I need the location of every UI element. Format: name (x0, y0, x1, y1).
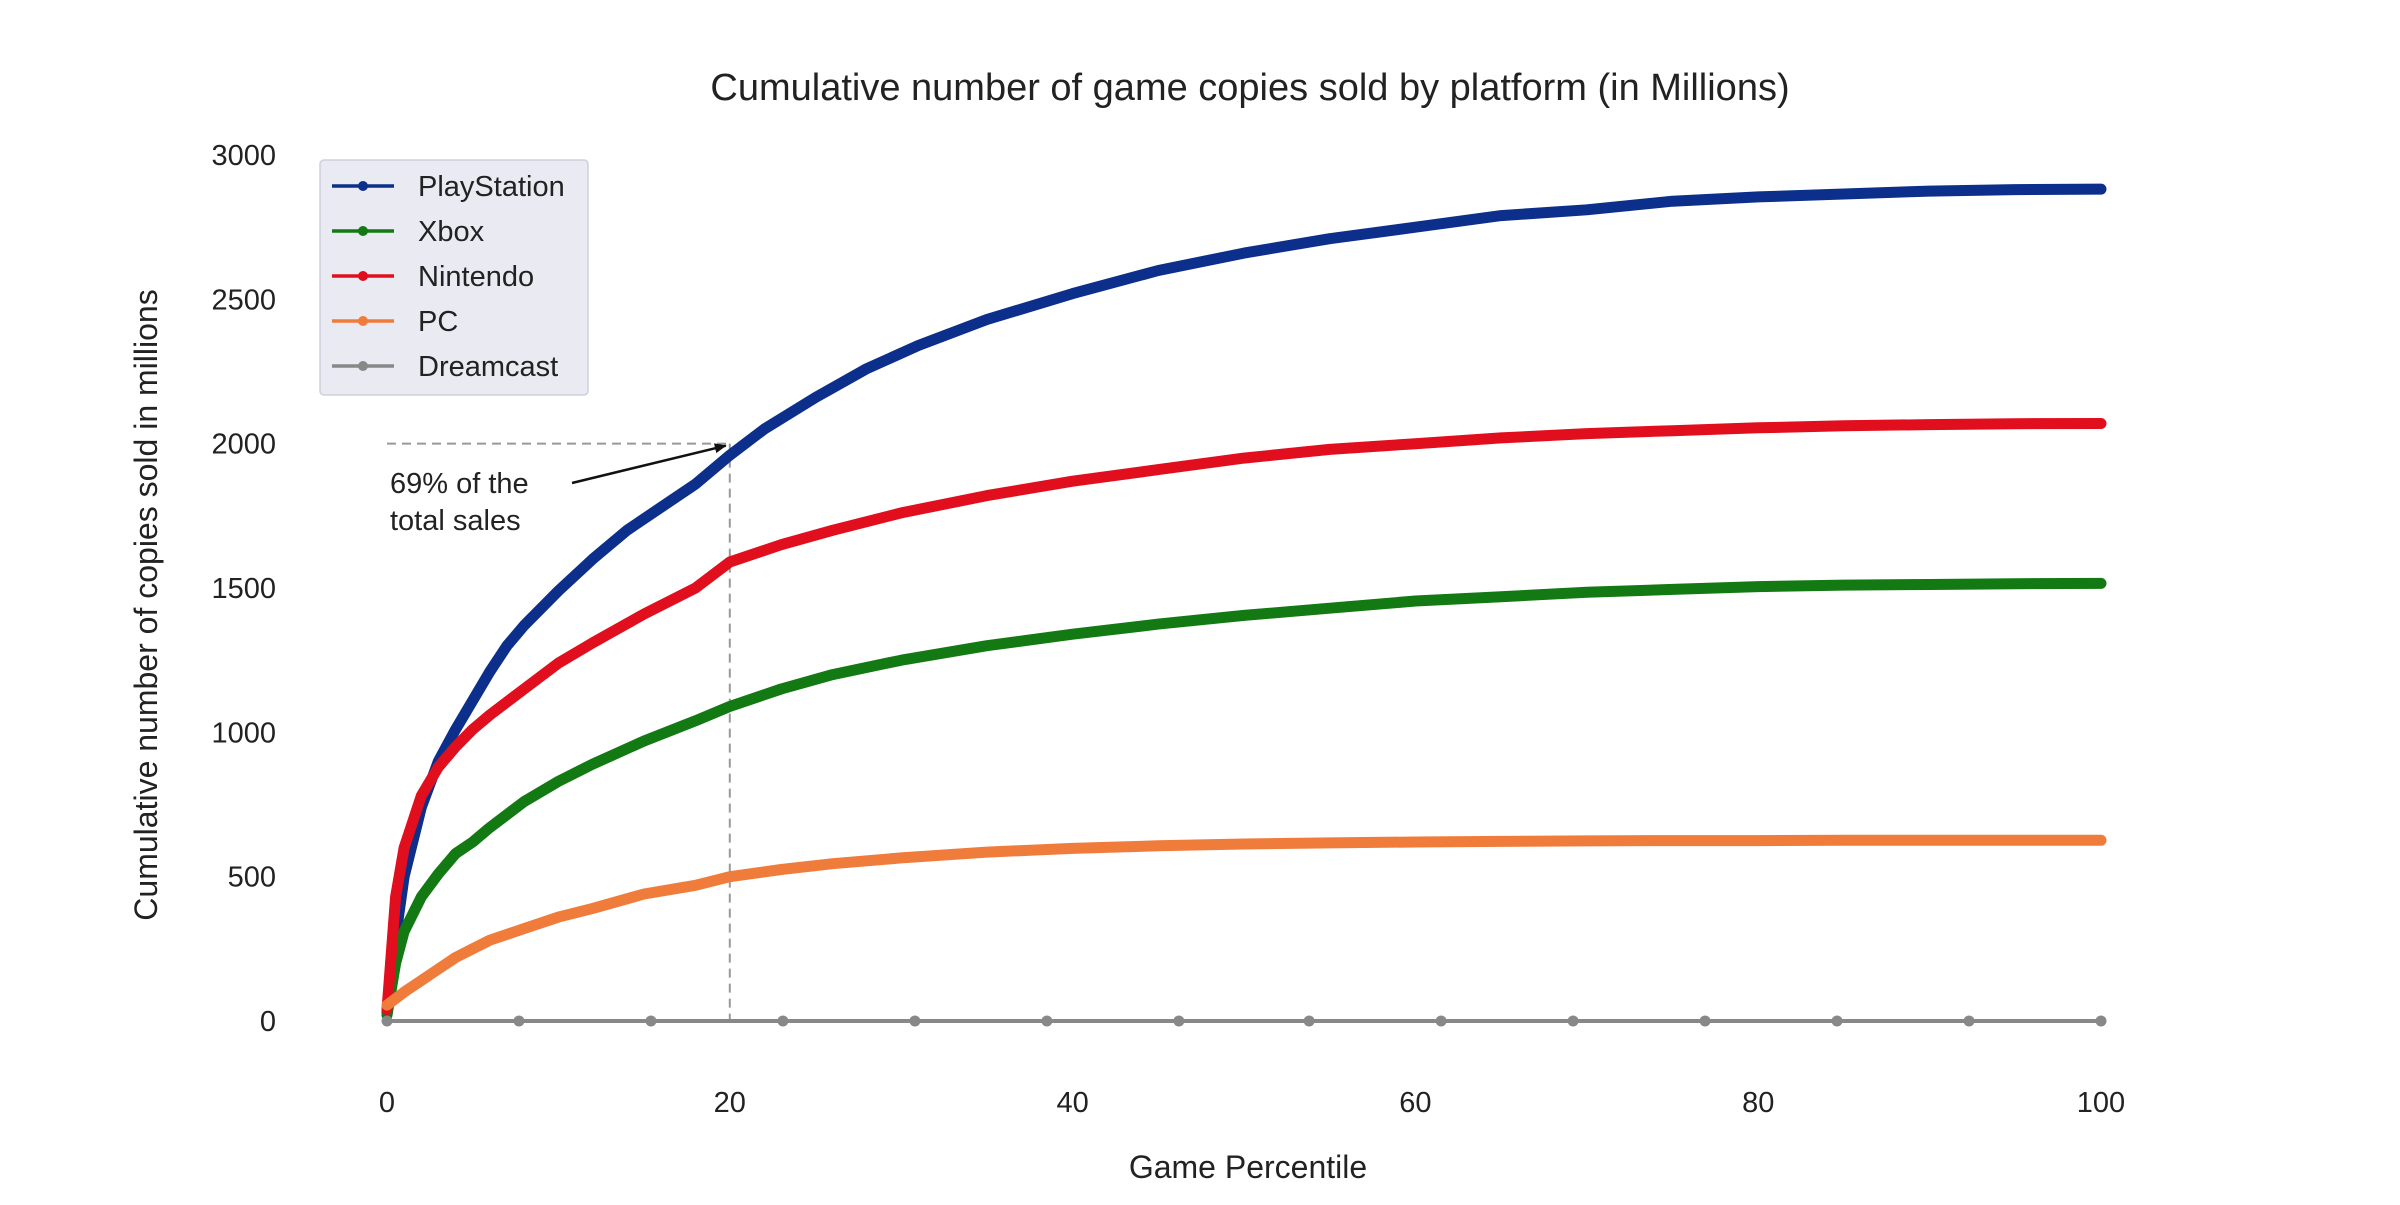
data-point (1303, 1015, 1315, 1027)
x-tick-label: 20 (714, 1087, 746, 1119)
y-tick-label: 3000 (211, 140, 276, 172)
legend-label: Dreamcast (418, 351, 558, 383)
x-tick-label: 40 (1056, 1087, 1088, 1119)
series-group (381, 183, 2107, 1027)
annotation-arrow (571, 443, 727, 485)
legend-item-dreamcast: Dreamcast (332, 351, 558, 383)
data-point (381, 1015, 393, 1027)
series-nintendo (381, 418, 2107, 1015)
annotation-text: 69% of the (390, 468, 529, 500)
y-tick-label: 0 (260, 1006, 276, 1038)
data-point (645, 1015, 657, 1027)
series-line (381, 183, 2107, 1018)
x-tick-label: 0 (379, 1087, 395, 1119)
legend-marker (358, 316, 368, 326)
legend-marker (358, 361, 368, 371)
legend-marker (358, 181, 368, 191)
y-tick-label: 2500 (211, 284, 276, 316)
data-point (1831, 1015, 1843, 1027)
data-point (513, 1015, 525, 1027)
annotation-group: 69% of the total sales (390, 443, 727, 537)
data-point (1963, 1015, 1975, 1027)
y-tick-label: 2000 (211, 429, 276, 461)
data-point (1435, 1015, 1447, 1027)
annotation-text: total sales (390, 505, 521, 537)
x-tick-label: 100 (2077, 1087, 2125, 1119)
x-tick-label: 80 (1742, 1087, 1774, 1119)
data-point (1041, 1015, 1053, 1027)
legend-label: PlayStation (418, 171, 565, 203)
y-tick-label: 1500 (211, 573, 276, 605)
legend-marker (358, 226, 368, 236)
series-line (381, 418, 2107, 1015)
y-tick-label: 1000 (211, 717, 276, 749)
chart-title: Cumulative number of game copies sold by… (710, 67, 1789, 109)
legend-item-xbox: Xbox (332, 216, 485, 248)
legend-box (319, 159, 589, 396)
series-dreamcast (381, 1015, 2107, 1027)
series-line (381, 577, 2107, 1021)
data-point (777, 1015, 789, 1027)
x-tick-label: 60 (1399, 1087, 1431, 1119)
legend-marker (358, 271, 368, 281)
reference-lines (387, 442, 731, 1021)
data-point (1699, 1015, 1711, 1027)
series-xbox (381, 577, 2107, 1021)
series-playstation (381, 183, 2107, 1018)
data-point (909, 1015, 921, 1027)
x-axis-label: Game Percentile (1129, 1149, 1367, 1185)
legend: PlayStation Xbox Nintendo PC Dreamcast (319, 159, 589, 396)
legend-item-nintendo: Nintendo (332, 261, 534, 293)
data-point (1173, 1015, 1185, 1027)
series-pc (381, 834, 2107, 1011)
legend-label: Xbox (418, 216, 485, 248)
legend-item-playstation: PlayStation (332, 171, 565, 203)
data-point (1567, 1015, 1579, 1027)
legend-item-pc: PC (332, 306, 458, 338)
series-line (381, 834, 2107, 1011)
data-point (2095, 1015, 2107, 1027)
y-tick-label: 500 (228, 862, 276, 894)
legend-label: Nintendo (418, 261, 534, 293)
legend-label: PC (418, 306, 458, 338)
y-axis-label: Cumulative number of copies sold in mill… (128, 289, 164, 920)
